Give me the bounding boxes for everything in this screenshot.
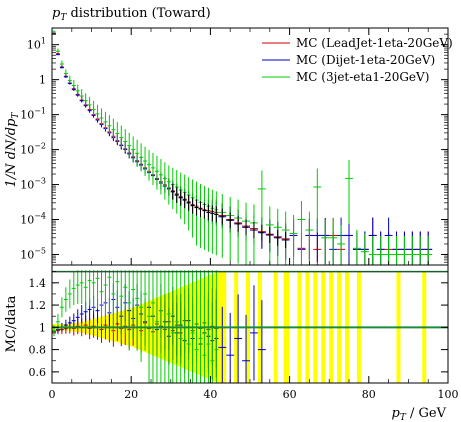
y-tick-exponent: −4 [34, 212, 46, 221]
y-tick-base: 10 [20, 248, 34, 261]
x-tick-label: 60 [283, 388, 297, 401]
y-tick-base: 10 [20, 214, 34, 227]
ratio-y-tick-label: 0.8 [29, 344, 47, 357]
y-axis-label: 1/N dN/dpT [4, 112, 21, 188]
x-tick-label: 0 [49, 388, 56, 401]
ratio-y-tick-label: 1 [39, 321, 46, 334]
y-tick-exponent: −5 [34, 246, 46, 255]
y-tick-base: 1 [39, 74, 46, 87]
ratio-panel-marks [52, 270, 448, 383]
x-tick-label: 40 [203, 388, 217, 401]
y-tick-label: 1 [39, 74, 46, 87]
legend-entry: MC (3jet-eta1-20GeV) [296, 70, 429, 84]
main-panel-x-ticks [51, 28, 449, 265]
title-rest: distribution (Toward) [66, 6, 210, 21]
x-tick-label: 100 [438, 388, 459, 401]
ratio-panel-y-ticks: 0.6 0.8 1 1.2 1.4 [29, 271, 448, 384]
x-axis-label: pT / GeV [392, 406, 447, 422]
y-tick-exponent: −1 [34, 107, 46, 116]
y-axis-label-sub: T [11, 112, 21, 119]
x-axis-label-sub: T [400, 413, 407, 422]
legend: MC (LeadJet-1eta-20GeV) MC (Dijet-1eta-20… [262, 36, 453, 84]
x-tick-label: 20 [124, 388, 138, 401]
series-data-points [170, 183, 288, 248]
legend-entry: MC (Dijet-1eta-20GeV) [296, 53, 435, 67]
y-tick-label: 10−3 [20, 177, 46, 192]
ratio-panel: 0.6 0.8 1 1.2 1.4 0 20 40 60 80 100 [29, 264, 459, 401]
series-2 [52, 30, 433, 265]
y-tick-base: 10 [20, 144, 34, 157]
legend-entry: MC (LeadJet-1eta-20GeV) [296, 36, 453, 50]
y-tick-base: 10 [20, 109, 34, 122]
title-var: p [52, 6, 61, 21]
main-panel-marks [52, 30, 433, 265]
y-tick-label: 10−4 [20, 212, 46, 227]
y-tick-exponent: 1 [41, 37, 46, 46]
ratio-y-tick-label: 0.6 [29, 366, 47, 379]
y-tick-label: 10−5 [20, 246, 46, 261]
ratio-y-axis-label: MC/data [4, 295, 19, 352]
y-tick-label: 10−2 [20, 142, 46, 157]
ratio-y-tick-label: 1.2 [29, 299, 47, 312]
ratio-y-tick-label: 1.4 [29, 277, 47, 290]
x-tick-label: 80 [362, 388, 376, 401]
y-tick-exponent: −3 [34, 177, 46, 186]
y-axis-label-part-b: dN/dp [4, 118, 19, 164]
plot-title: pT distribution (Toward) [52, 6, 211, 23]
y-tick-base: 10 [20, 179, 34, 192]
x-axis-label-var: p [392, 406, 401, 421]
title-sub: T [60, 13, 67, 23]
series-0 [52, 32, 433, 265]
y-axis-label-part-a: 1/N [4, 163, 19, 188]
y-tick-label: 10−1 [20, 107, 46, 122]
x-axis-label-rest: / GeV [406, 406, 447, 421]
y-tick-exponent: −2 [34, 142, 46, 151]
y-tick-base: 10 [27, 39, 41, 52]
ratio-panel-x-ticks: 0 20 40 60 80 100 [49, 376, 459, 401]
series-1 [52, 33, 433, 265]
y-tick-label: 101 [27, 37, 46, 52]
